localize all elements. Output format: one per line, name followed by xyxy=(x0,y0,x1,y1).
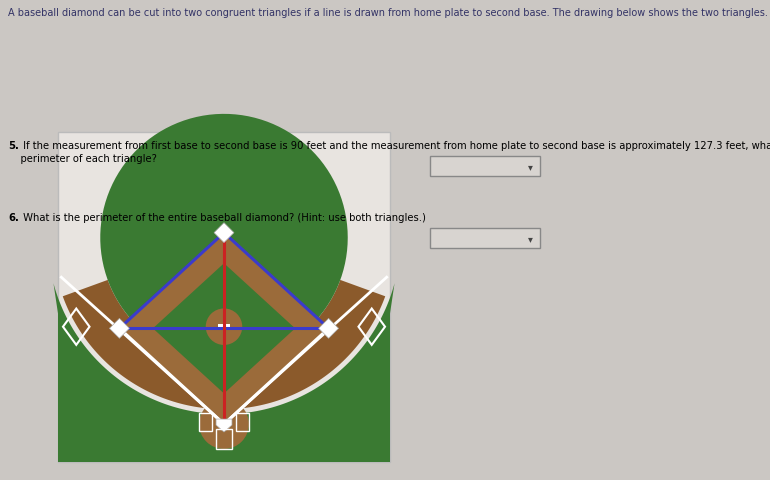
Text: perimeter of each triangle?: perimeter of each triangle? xyxy=(8,154,157,164)
Polygon shape xyxy=(319,319,339,338)
Text: A baseball diamond can be cut into two congruent triangles if a line is drawn fr: A baseball diamond can be cut into two c… xyxy=(8,8,768,18)
Text: If the measurement from first base to second base is 90 feet and the measurement: If the measurement from first base to se… xyxy=(20,141,770,151)
Polygon shape xyxy=(62,280,385,409)
Bar xyxy=(216,429,233,449)
Circle shape xyxy=(199,399,249,449)
Polygon shape xyxy=(53,284,394,462)
Bar xyxy=(199,413,212,432)
Text: 5.: 5. xyxy=(8,141,19,151)
Text: 6.: 6. xyxy=(8,213,19,223)
Polygon shape xyxy=(153,264,295,394)
FancyBboxPatch shape xyxy=(58,133,390,462)
Text: ▾: ▾ xyxy=(527,233,532,243)
Polygon shape xyxy=(109,319,129,338)
FancyBboxPatch shape xyxy=(430,156,540,177)
Text: What is the perimeter of the entire baseball diamond? (Hint: use both triangles.: What is the perimeter of the entire base… xyxy=(20,213,426,223)
Bar xyxy=(218,324,230,330)
Polygon shape xyxy=(214,223,234,243)
Polygon shape xyxy=(100,115,348,361)
Circle shape xyxy=(206,309,243,345)
Polygon shape xyxy=(119,233,329,424)
Text: ▾: ▾ xyxy=(527,162,532,172)
FancyBboxPatch shape xyxy=(430,228,540,249)
Bar xyxy=(236,413,249,432)
Polygon shape xyxy=(216,419,232,432)
